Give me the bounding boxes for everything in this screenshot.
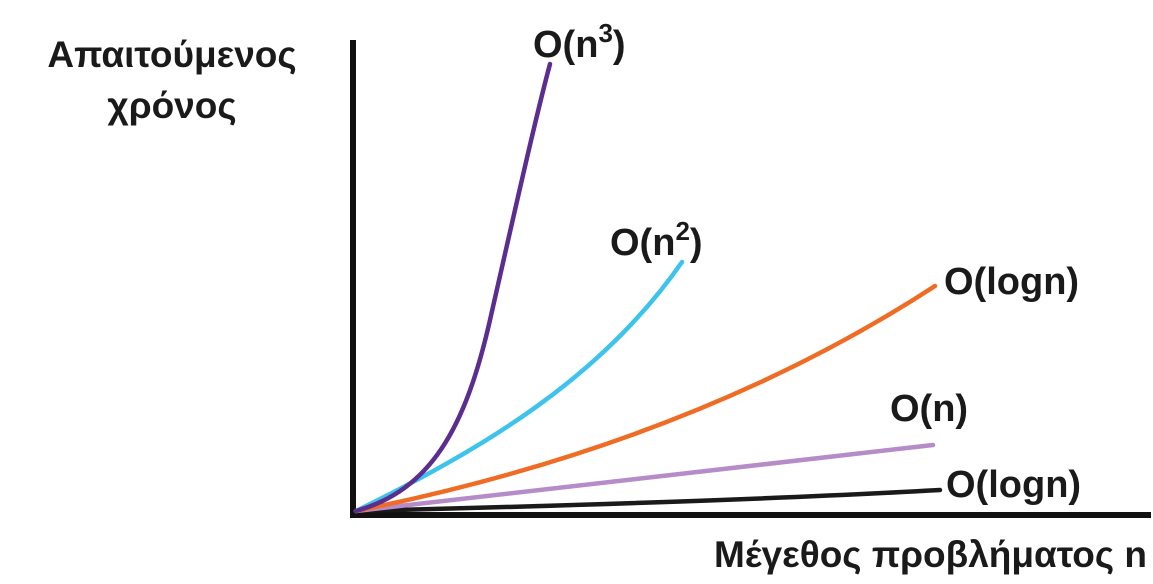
label-linear: O(n) — [890, 388, 968, 430]
curve-cubic — [353, 61, 553, 514]
y-axis-title-line2: χρόνος — [107, 85, 236, 126]
x-axis-title: Μέγεθος προβλήματος n — [714, 534, 1147, 575]
label-cubic: O(n3) — [533, 18, 626, 66]
label-quadratic-base: O(n — [610, 222, 675, 264]
label-logarithmic: O(logn) — [946, 464, 1081, 506]
y-axis-title-line1: Απαιτούμενος — [47, 34, 296, 75]
label-quadratic-exponent: 2 — [675, 216, 689, 246]
label-cubic-tail: ) — [613, 24, 626, 66]
curve-nlogn — [353, 283, 938, 514]
label-quadratic-tail: ) — [690, 222, 703, 264]
curve-logarithmic — [353, 487, 943, 514]
label-quadratic: O(n2) — [610, 216, 703, 264]
label-cubic-exponent: 3 — [598, 18, 612, 48]
label-cubic-base: O(n — [533, 24, 598, 66]
label-nlogn: O(logn) — [944, 261, 1079, 303]
curve-linear — [353, 442, 936, 514]
